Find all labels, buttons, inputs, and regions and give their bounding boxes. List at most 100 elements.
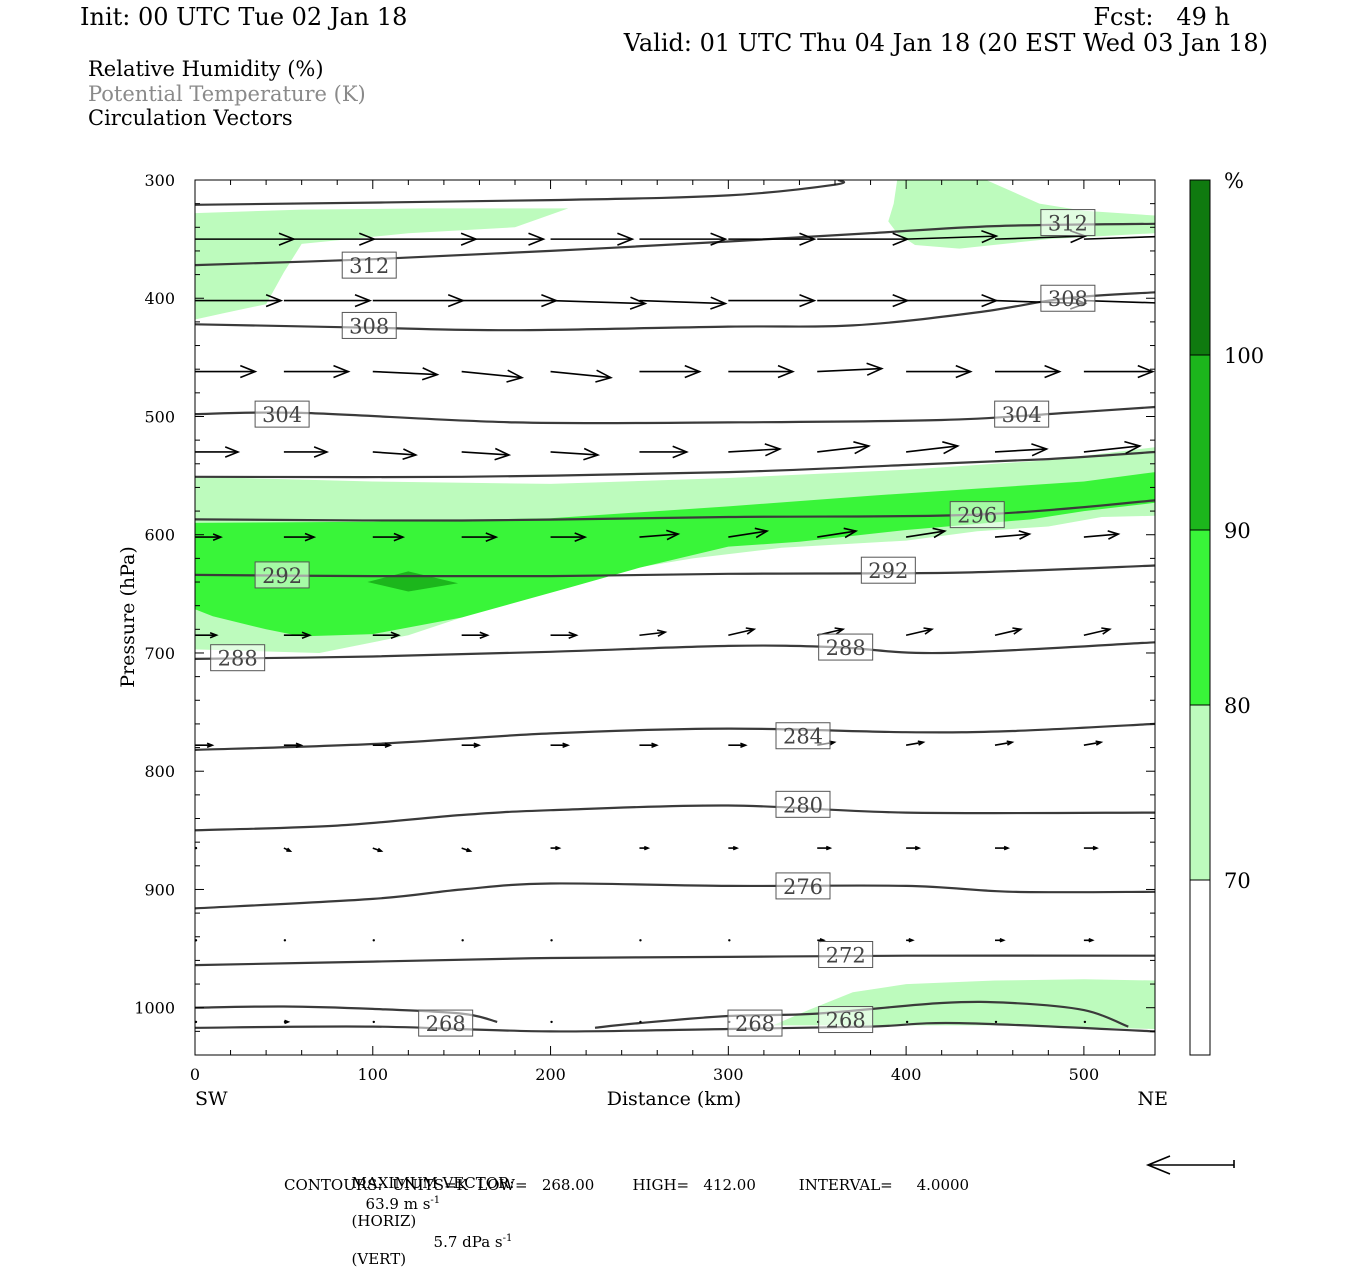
contour-label-text: 292: [262, 564, 302, 588]
contour-label-272: 272: [818, 940, 874, 968]
x-tick-label: 100: [358, 1065, 389, 1084]
wind-vector: [372, 367, 440, 381]
wind-vector: [994, 627, 1023, 637]
wind-vector: [550, 845, 562, 851]
contour-label-308: 308: [1040, 284, 1096, 312]
wind-vector: [994, 740, 1015, 746]
wind-vector: [728, 364, 795, 379]
wind-vector: [639, 1020, 642, 1024]
wind-vector: [1083, 530, 1121, 540]
y-tick-label: 500: [144, 407, 175, 426]
contour-label-288: 288: [210, 644, 266, 672]
contour-label-text: 268: [826, 1009, 866, 1033]
wind-vector: [550, 447, 601, 461]
wind-vector: [195, 293, 284, 308]
contour-label-308: 308: [341, 311, 397, 339]
wind-vector: [372, 631, 401, 640]
contour-label-268: 268: [818, 1006, 874, 1034]
x-tick-label: 300: [713, 1065, 744, 1084]
wind-vector: [1083, 627, 1112, 637]
wind-vector: [1083, 1020, 1087, 1024]
wind-vector: [283, 631, 312, 640]
wind-vector: [195, 364, 258, 379]
wind-vector: [550, 1020, 553, 1024]
wind-vector: [639, 445, 689, 459]
wind-vector: [639, 364, 702, 379]
x-tick-label: 500: [1069, 1065, 1100, 1084]
cross-section-chart: 312 312 308 308 304 304 296 292 292 288 288 284 280 2…: [117, 169, 1264, 1175]
wind-vector: [550, 742, 571, 748]
wind-vector: [906, 441, 960, 455]
wind-vector: [283, 742, 304, 748]
wind-vector: [728, 845, 740, 851]
y-tick-label: 1000: [134, 999, 175, 1018]
wind-vector: [195, 939, 198, 942]
title-potential-temperature: Potential Temperature (K): [88, 82, 366, 106]
wind-vector: [372, 742, 393, 748]
colorbar-level-label: 80: [1224, 694, 1251, 718]
wind-vector: [550, 939, 553, 942]
wind-vector: [372, 293, 466, 308]
wind-vector: [195, 533, 223, 541]
wind-vector: [461, 631, 490, 640]
title-relative-humidity: Relative Humidity (%): [88, 57, 324, 81]
wind-vector: [550, 631, 579, 640]
x-axis-label: Distance (km): [607, 1088, 742, 1110]
contour-label-text: 308: [1048, 287, 1088, 311]
wind-vector: [195, 631, 219, 639]
x-tick-label: 200: [535, 1065, 566, 1084]
theta-contour-280-8: [195, 804, 1155, 832]
contour-label-layer: 312 312 308 308 304 304 296 292 292 288 288 284 280 2…: [210, 209, 1096, 1037]
endpoint-left-label: SW: [195, 1088, 228, 1110]
contour-label-text: 312: [1048, 212, 1088, 236]
wind-vector: [1083, 364, 1155, 379]
wind-vector: [461, 232, 546, 246]
rh-area-80-90-3: [195, 472, 1155, 637]
wind-vector: [550, 232, 635, 246]
contour-label-312: 312: [1040, 209, 1096, 237]
contour-label-text: 312: [349, 254, 389, 278]
endpoint-right-label: NE: [1138, 1088, 1169, 1110]
theta-contour-296-4: [195, 499, 1155, 522]
wind-vector: [283, 847, 293, 852]
max-vector-vert-exp: -1: [502, 1233, 513, 1244]
colorbar-level-label: 100: [1224, 344, 1264, 368]
contour-label-296: 296: [949, 501, 1005, 529]
contour-label-text: 268: [426, 1012, 466, 1036]
wind-vector: [728, 527, 770, 539]
wind-vector: [994, 1020, 998, 1024]
contour-label-text: 296: [957, 504, 997, 528]
contour-label-304: 304: [994, 400, 1050, 428]
colorbar-segment: [1189, 179, 1211, 356]
colorbar-segment: [1189, 704, 1211, 881]
contour-label-text: 288: [218, 647, 258, 671]
wind-vector: [1083, 299, 1155, 304]
contour-label-304: 304: [254, 400, 310, 428]
contour-label-268: 268: [418, 1009, 474, 1037]
wind-vector: [817, 527, 859, 539]
wind-vector: [995, 364, 1062, 379]
theta-contour-316-14: [195, 180, 846, 206]
contour-label-292: 292: [254, 561, 310, 589]
wind-vector: [461, 369, 525, 383]
contour-label-text: 280: [783, 793, 823, 817]
theta-contour-308-1: [195, 291, 1155, 332]
wind-vector: [372, 939, 375, 942]
contour-label-text: 288: [826, 636, 866, 660]
contour-label-text: 308: [349, 314, 389, 338]
contour-label-292: 292: [860, 556, 916, 584]
wind-vector: [728, 742, 748, 748]
reference-vector: [1145, 1155, 1235, 1175]
wind-vector: [461, 532, 499, 542]
max-vector-vert: 5.7 dPa s: [433, 1233, 503, 1251]
wind-vector: [461, 293, 559, 308]
wind-vector: [728, 627, 757, 637]
colorbar: 70 80 90 100%: [1189, 169, 1264, 1056]
x-tick-label: 400: [891, 1065, 922, 1084]
wind-vector: [372, 847, 384, 853]
contour-label-276: 276: [775, 872, 831, 900]
max-vector-horiz-exp: -1: [430, 1195, 441, 1206]
wind-vector: [283, 532, 317, 542]
contour-label-268: 268: [727, 1009, 783, 1037]
contour-label-text: 304: [1002, 403, 1042, 427]
